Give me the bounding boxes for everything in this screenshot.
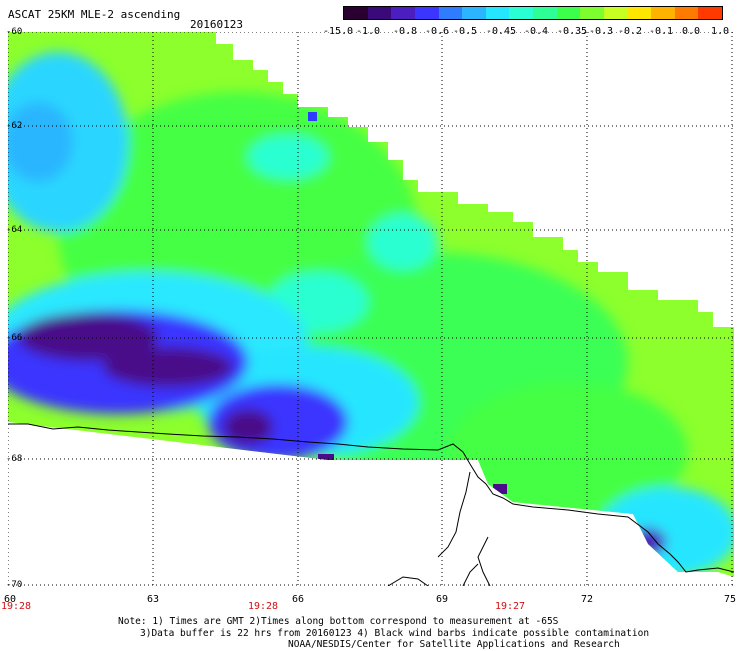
coastline-path (477, 536, 491, 586)
field-cyan-blob (248, 135, 328, 179)
colorbar-swatch (344, 7, 368, 19)
coastline-path (8, 423, 734, 573)
coastline-path (462, 563, 479, 586)
lon-label: 69 (435, 594, 449, 605)
time-label: 19:28 (0, 601, 32, 612)
lon-label: 63 (146, 594, 160, 605)
map-svg (8, 32, 734, 586)
colorbar-swatch (391, 7, 415, 19)
lon-label: 60 (3, 594, 17, 605)
lat-label: -66 (6, 333, 23, 343)
field-pixel (318, 454, 334, 464)
footnote-line: 3)Data buffer is 22 hrs from 20160123 4)… (140, 627, 650, 639)
map-plot (8, 32, 734, 586)
colorbar-swatch (556, 7, 581, 19)
colorbar-swatch (414, 7, 439, 19)
colorbar-swatch (627, 7, 652, 19)
footnote-line: NOAA/NESDIS/Center for Satellite Applica… (288, 639, 620, 650)
colorbar-swatch (651, 7, 675, 19)
colorbar-label: 0.0 (681, 26, 701, 37)
colorbar-label: -0.2 (617, 26, 643, 37)
coastline-path (437, 471, 471, 558)
field-purple-blob (223, 409, 273, 445)
field-cyan-blob (598, 487, 734, 577)
colorbar-label: -15.0 (322, 26, 354, 37)
colorbar-swatch (438, 7, 463, 19)
time-label: 19:28 (247, 601, 279, 612)
field-pixel (308, 112, 317, 121)
colorbar-swatch (533, 7, 557, 19)
lon-label: 75 (723, 594, 737, 605)
lat-label: -64 (6, 225, 23, 235)
colorbar-swatch (580, 7, 604, 19)
colorbar-swatch (462, 7, 486, 19)
lat-label: -62 (6, 121, 23, 131)
footnote-line: Note: 1) Times are GMT 2)Times along bot… (118, 616, 559, 627)
lat-label: -60 (6, 27, 23, 37)
field-purple-blob (18, 313, 158, 361)
graticule (8, 32, 734, 586)
field-purple-blob (103, 347, 233, 387)
footnote: Note: 1) Times are GMT 2)Times along bot… (118, 616, 649, 651)
time-label: 19:27 (494, 601, 526, 612)
field-pixel (493, 484, 507, 494)
colorbar (343, 6, 723, 20)
data-field (8, 32, 734, 577)
lat-label: -70 (6, 580, 23, 590)
coastline-path (387, 576, 429, 586)
colorbar-swatch (698, 7, 722, 19)
field-lightblue-blob (8, 102, 73, 182)
lat-label: -68 (6, 454, 23, 464)
colorbar-swatch (367, 7, 392, 19)
field-green-blob (448, 382, 688, 522)
map-date: 20160123 (190, 18, 243, 31)
colorbar-swatch (509, 7, 533, 19)
colorbar-swatch (485, 7, 510, 19)
colorbar-swatch (674, 7, 699, 19)
coastline (8, 423, 734, 586)
colorbar-swatch (603, 7, 628, 19)
lon-label: 66 (291, 594, 305, 605)
field-cyan-blob (368, 214, 438, 270)
map-title: ASCAT 25KM MLE-2 ascending (8, 8, 181, 21)
lon-label: 72 (580, 594, 594, 605)
